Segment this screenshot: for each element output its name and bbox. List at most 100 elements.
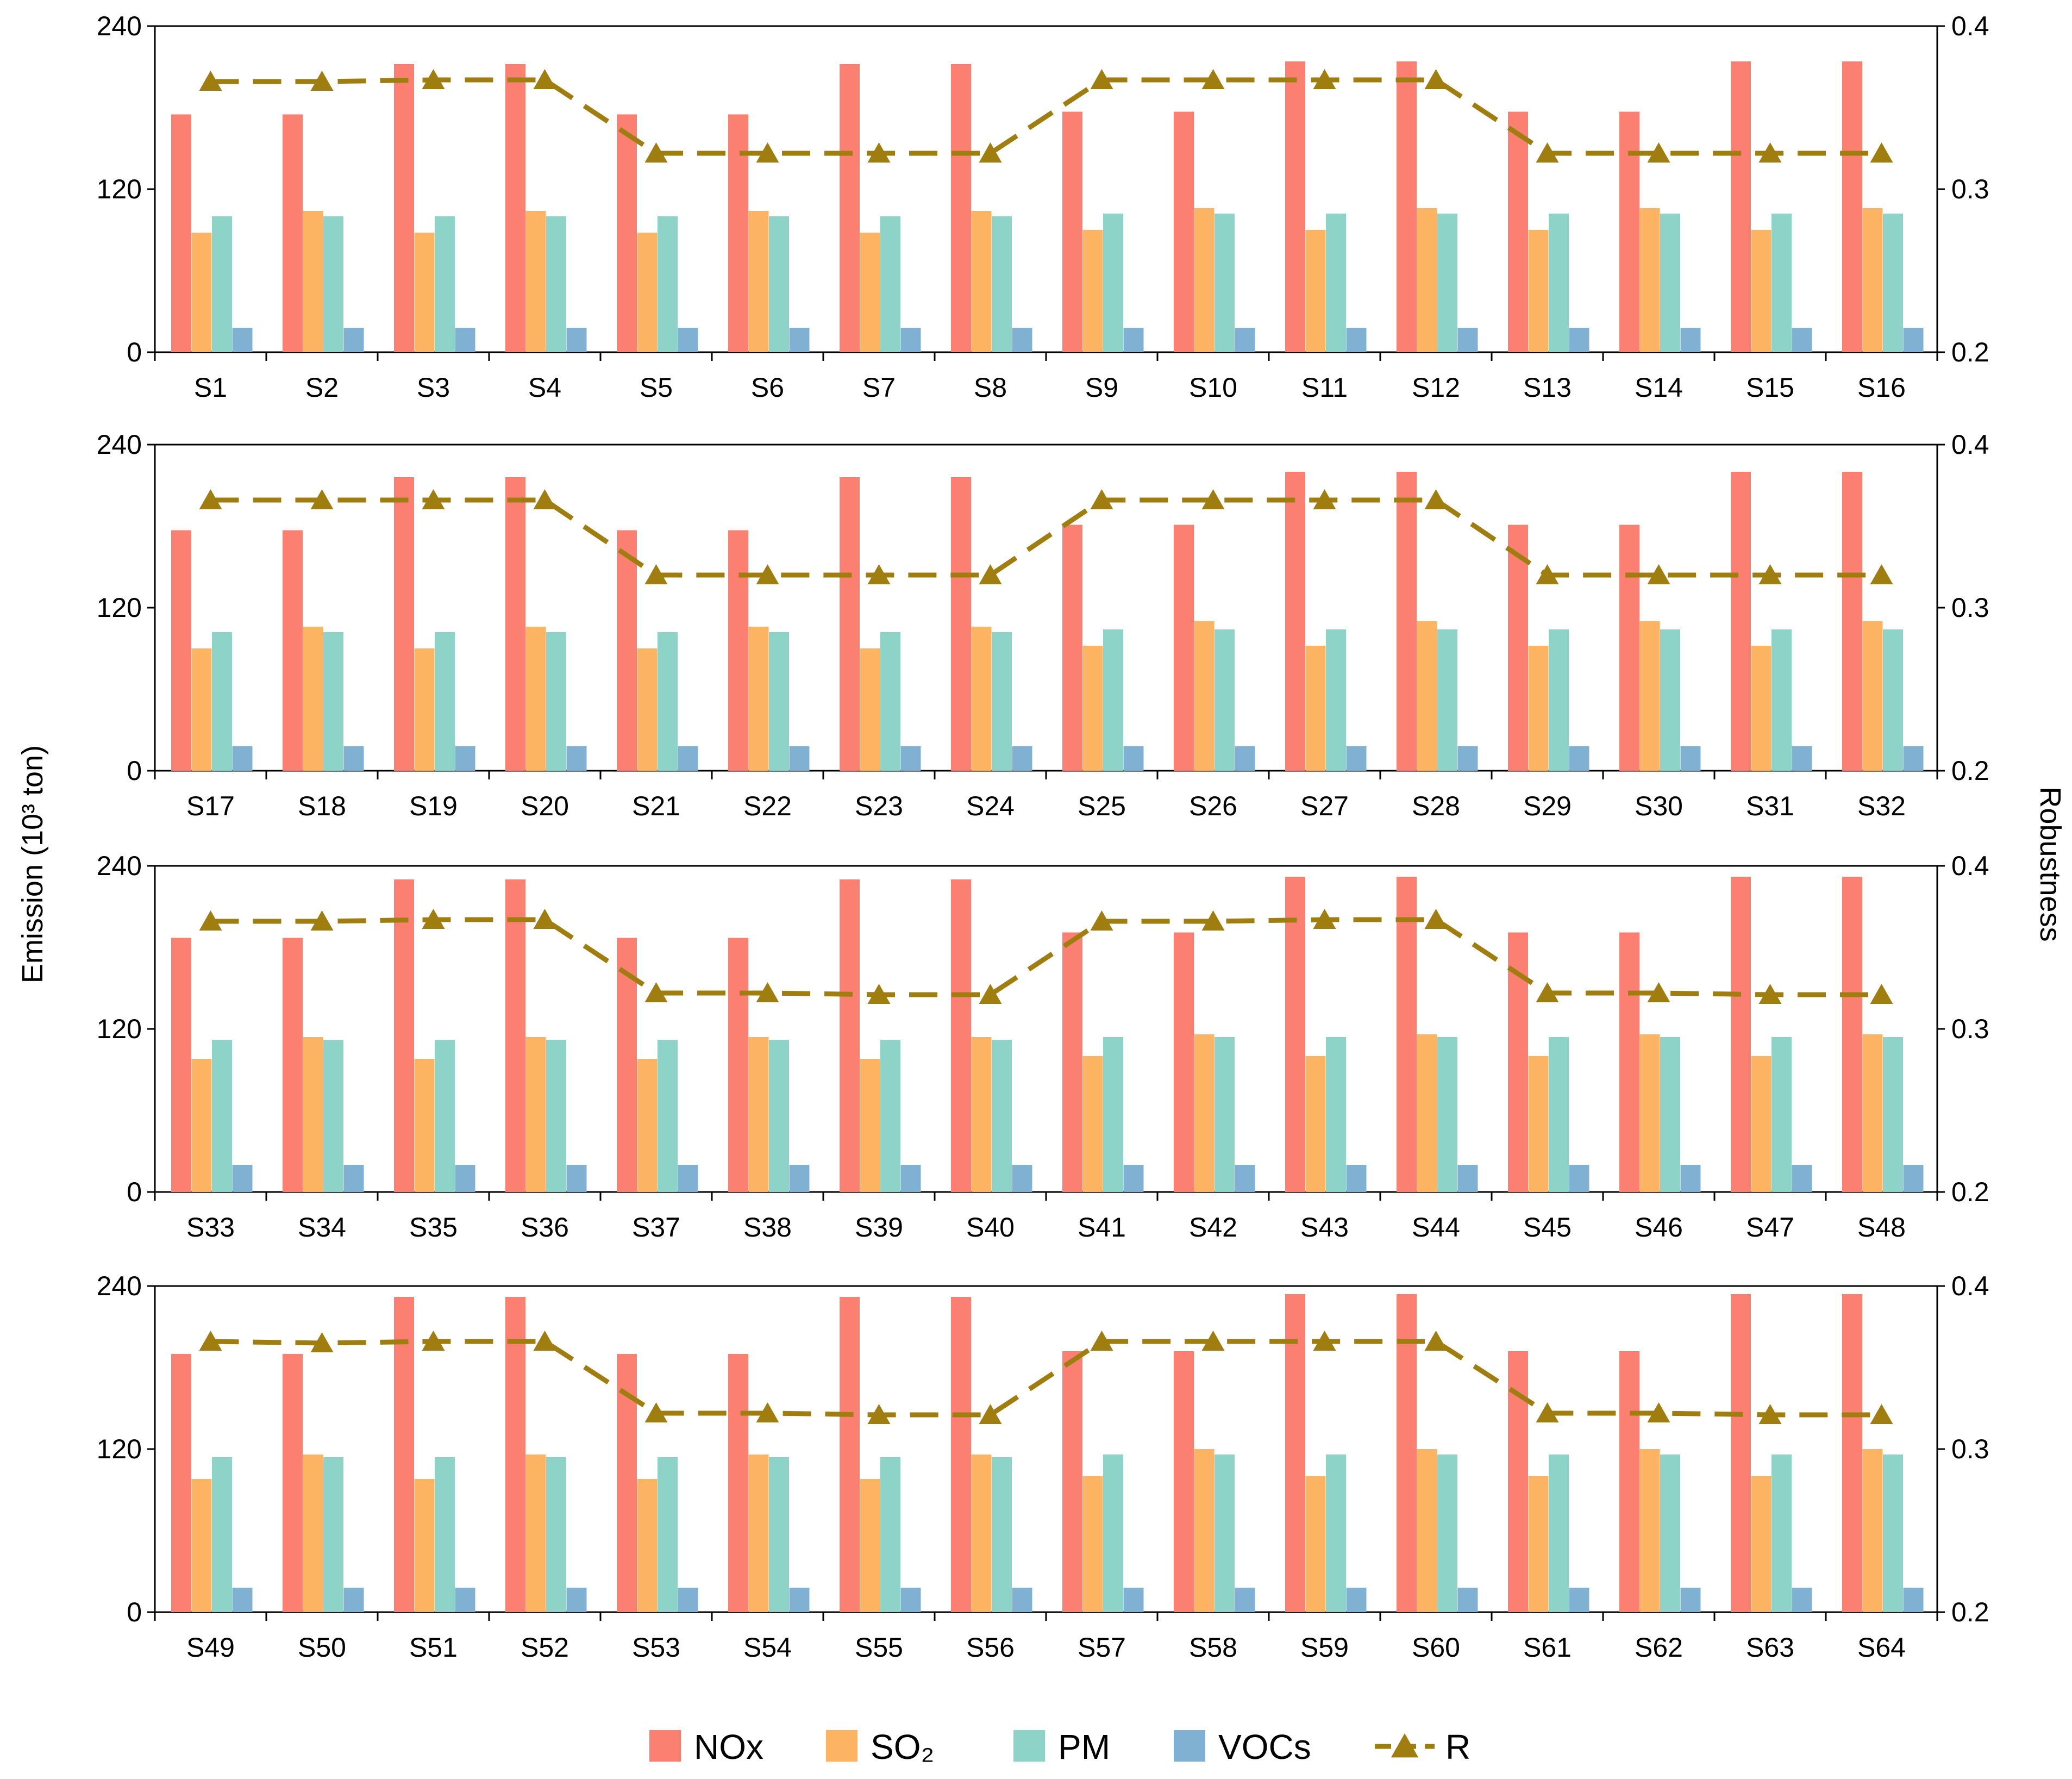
bar-so2 (1639, 208, 1660, 352)
robustness-marker (979, 1404, 1002, 1424)
x-tick-label: S11 (1301, 372, 1348, 403)
bar-pm (658, 216, 678, 352)
bar-pm (1103, 629, 1123, 771)
robustness-marker (199, 910, 222, 931)
bar-pm (435, 1040, 455, 1192)
robustness-marker (1647, 564, 1670, 584)
bar-nox (1619, 111, 1639, 352)
legend-swatch-nox (649, 1730, 681, 1762)
robustness-marker (422, 69, 445, 89)
bar-vocs (232, 746, 253, 771)
robustness-marker (533, 489, 556, 509)
robustness-marker (1647, 1402, 1670, 1422)
bar-pm (1215, 629, 1235, 771)
x-tick-label: S36 (521, 1212, 569, 1243)
robustness-marker (1758, 1404, 1782, 1424)
bar-vocs (1346, 746, 1367, 771)
x-tick-label: S38 (743, 1212, 792, 1243)
x-tick-label: S58 (1189, 1632, 1237, 1663)
robustness-marker (1424, 69, 1448, 89)
robustness-marker (1758, 142, 1782, 163)
robustness-marker (1201, 910, 1225, 931)
bar-vocs (343, 1588, 364, 1612)
bar-so2 (1305, 230, 1326, 352)
bar-so2 (1305, 646, 1326, 771)
bar-pm (1215, 1037, 1235, 1192)
x-tick-label: S62 (1635, 1632, 1683, 1663)
robustness-line (210, 77, 1882, 156)
bar-so2 (1194, 621, 1215, 771)
robustness-marker (1758, 564, 1782, 584)
bar-nox (1174, 525, 1194, 771)
bar-pm (880, 632, 900, 771)
robustness-marker (310, 910, 334, 931)
bar-pm (212, 1040, 232, 1192)
robustness-marker (310, 489, 334, 509)
bar-nox (505, 879, 525, 1192)
bar-nox (394, 1297, 414, 1612)
bar-nox (951, 1297, 971, 1612)
bar-pm (1883, 1455, 1903, 1612)
x-tick-label: S27 (1300, 791, 1349, 821)
bar-so2 (1082, 1476, 1103, 1612)
bar-vocs (678, 1588, 698, 1612)
x-tick-label: S40 (966, 1212, 1015, 1243)
bar-nox (840, 64, 860, 352)
x-tick-label: S25 (1078, 791, 1126, 821)
bar-vocs (1123, 746, 1144, 771)
bar-nox (617, 114, 637, 352)
y-right-tick-label: 0.4 (1951, 11, 1989, 41)
bar-pm (212, 1457, 232, 1612)
bar-vocs (1123, 328, 1144, 352)
bar-pm (1215, 1455, 1235, 1612)
bar-vocs (1903, 1588, 1924, 1612)
bar-vocs (232, 1165, 253, 1192)
bar-nox (1285, 472, 1305, 771)
bar-vocs (1792, 746, 1812, 771)
bar-so2 (1751, 1056, 1771, 1192)
bar-nox (1397, 1294, 1417, 1612)
bar-pm (1103, 1037, 1123, 1192)
bar-pm (1660, 629, 1680, 771)
bar-pm (769, 1040, 789, 1192)
bar-so2 (1305, 1056, 1326, 1192)
robustness-marker (756, 1402, 779, 1422)
bar-pm (992, 216, 1012, 352)
legend-swatch-so2 (826, 1730, 857, 1762)
x-tick-label: S51 (409, 1632, 458, 1663)
bar-vocs (789, 1588, 810, 1612)
legend-label-r: R (1445, 1727, 1470, 1766)
x-tick-label: S7 (862, 372, 896, 403)
x-tick-label: S1 (194, 372, 227, 403)
bar-vocs (1235, 746, 1255, 771)
robustness-marker (1313, 489, 1336, 509)
bar-vocs (1680, 1165, 1701, 1192)
bar-pm (323, 216, 343, 352)
y-tick-label: 120 (97, 592, 142, 623)
bar-so2 (971, 211, 992, 352)
bar-vocs (1012, 1165, 1032, 1192)
x-tick-label: S12 (1412, 372, 1460, 403)
x-tick-label: S28 (1412, 791, 1460, 821)
bar-pm (546, 1040, 566, 1192)
bar-so2 (971, 627, 992, 771)
bar-pm (658, 1040, 678, 1192)
bar-nox (1842, 472, 1862, 771)
bar-nox (1062, 111, 1082, 352)
bar-so2 (1417, 1449, 1437, 1612)
bar-so2 (748, 1037, 769, 1192)
robustness-marker (1870, 142, 1893, 163)
x-tick-label: S46 (1635, 1212, 1683, 1243)
bar-so2 (191, 233, 212, 352)
bar-nox (840, 477, 860, 771)
robustness-marker (867, 564, 891, 584)
panel-1: 0 120 240 0.2 0.3 0.4 S1 S2 S3 S4 S5 S6 S7 S8 S9 S10 S11… (97, 11, 1989, 403)
y-tick-label: 0 (127, 1177, 142, 1207)
bar-so2 (1862, 208, 1883, 352)
robustness-line (210, 917, 1882, 997)
x-tick-label: S8 (974, 372, 1007, 403)
x-tick-label: S41 (1078, 1212, 1126, 1243)
bar-nox (1619, 1351, 1639, 1612)
x-tick-label: S44 (1412, 1212, 1460, 1243)
